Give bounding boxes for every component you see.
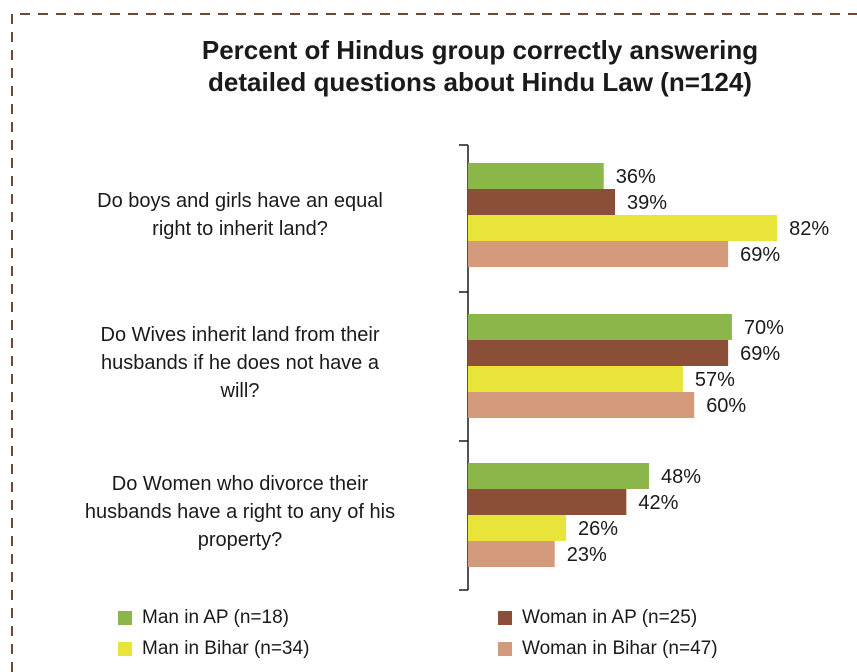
legend-swatch-man-bihar bbox=[118, 642, 132, 656]
frame-border bbox=[11, 13, 857, 672]
bar-woman-ap-q2 bbox=[468, 340, 729, 366]
legend-swatch-woman-bihar bbox=[498, 642, 512, 656]
data-label-man-bihar-q3: 26% bbox=[578, 518, 618, 540]
bar-man-bihar-q2 bbox=[468, 366, 683, 392]
data-label-woman-ap-q3: 42% bbox=[638, 492, 678, 514]
bar-woman-bihar-q1 bbox=[468, 241, 729, 267]
data-label-man-ap-q3: 48% bbox=[661, 466, 701, 488]
data-label-man-ap-q2: 70% bbox=[744, 317, 784, 339]
category-label-1-line-2: right to inherit land? bbox=[152, 218, 328, 240]
category-label-3: Do Women who divorce their husbands have… bbox=[30, 470, 450, 554]
data-label-woman-ap-q2: 69% bbox=[740, 343, 780, 365]
chart-title: Percent of Hindus group correctly answer… bbox=[130, 34, 830, 98]
data-label-woman-ap-q1: 39% bbox=[627, 192, 667, 214]
legend-item-man-ap: Man in AP (n=18) bbox=[118, 607, 289, 629]
chart-title-line-2: detailed questions about Hindu Law (n=12… bbox=[208, 67, 752, 97]
legend-swatch-woman-ap bbox=[498, 611, 512, 625]
bar-man-ap-q1 bbox=[468, 163, 604, 189]
legend-item-woman-ap: Woman in AP (n=25) bbox=[498, 607, 697, 629]
data-label-woman-bihar-q1: 69% bbox=[740, 244, 780, 266]
data-label-man-bihar-q2: 57% bbox=[695, 369, 735, 391]
legend-label-man-ap: Man in AP (n=18) bbox=[142, 607, 289, 628]
data-label-man-ap-q1: 36% bbox=[616, 166, 656, 188]
bar-man-bihar-q3 bbox=[468, 515, 567, 541]
bar-man-ap-q2 bbox=[468, 314, 732, 340]
category-label-2-line-3: will? bbox=[220, 380, 260, 402]
bar-woman-ap-q3 bbox=[468, 489, 627, 515]
bar-woman-bihar-q2 bbox=[468, 392, 695, 418]
bar-woman-bihar-q3 bbox=[468, 541, 555, 567]
legend-item-man-bihar: Man in Bihar (n=34) bbox=[118, 638, 309, 660]
category-label-2-line-1: Do Wives inherit land from their bbox=[100, 324, 380, 346]
legend-label-woman-bihar: Woman in Bihar (n=47) bbox=[522, 638, 718, 659]
data-label-woman-bihar-q2: 60% bbox=[706, 395, 746, 417]
data-label-woman-bihar-q3: 23% bbox=[567, 544, 607, 566]
category-label-1: Do boys and girls have an equal right to… bbox=[30, 187, 450, 243]
bar-man-bihar-q1 bbox=[468, 215, 778, 241]
category-label-2: Do Wives inherit land from their husband… bbox=[30, 321, 450, 405]
category-label-1-line-1: Do boys and girls have an equal bbox=[97, 190, 383, 212]
chart-title-line-1: Percent of Hindus group correctly answer… bbox=[201, 35, 759, 65]
category-label-3-line-3: property? bbox=[197, 529, 283, 551]
legend-swatch-man-ap bbox=[118, 611, 132, 625]
legend-label-woman-ap: Woman in AP (n=25) bbox=[522, 607, 698, 628]
data-label-man-bihar-q1: 82% bbox=[789, 218, 829, 240]
legend-label-man-bihar: Man in Bihar (n=34) bbox=[142, 638, 310, 659]
category-label-3-line-1: Do Women who divorce their bbox=[111, 473, 369, 495]
category-label-3-line-2: husbands have a right to any of his bbox=[84, 501, 396, 523]
legend-item-woman-bihar: Woman in Bihar (n=47) bbox=[498, 638, 718, 660]
bar-man-ap-q3 bbox=[468, 463, 649, 489]
category-label-2-line-2: husbands if he does not have a bbox=[101, 352, 379, 374]
bar-woman-ap-q1 bbox=[468, 189, 616, 215]
